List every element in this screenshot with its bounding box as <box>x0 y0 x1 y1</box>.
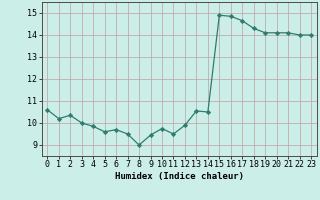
X-axis label: Humidex (Indice chaleur): Humidex (Indice chaleur) <box>115 172 244 181</box>
